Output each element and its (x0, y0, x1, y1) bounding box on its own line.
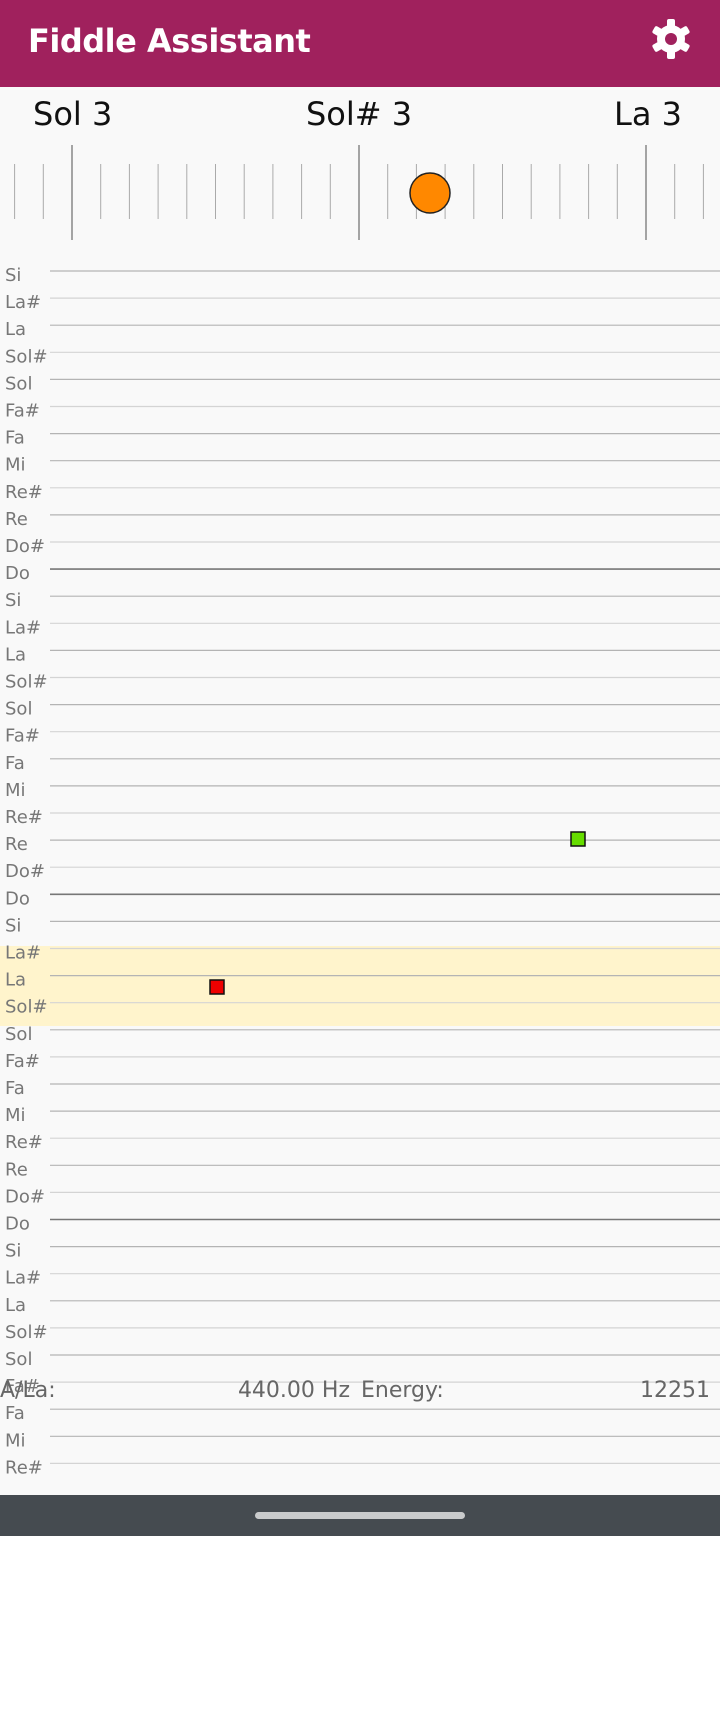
staff-label: La (5, 1295, 26, 1316)
staff-label: Re (5, 509, 28, 530)
note-center: Sol# 3 (305, 95, 413, 133)
pitch-indicator (409, 172, 451, 214)
staff-label: Si (5, 590, 21, 611)
staff-label: La# (5, 1268, 41, 1289)
staff-label: Re (5, 834, 28, 855)
tuner-area: Sol 3 Sol# 3 La 3 Si La# La Sol# Sol Fa# Fa Mi R… (0, 87, 720, 1495)
note-left: Sol 3 (33, 95, 113, 133)
energy-label: Energy: (361, 1378, 444, 1403)
staff-label: Mi (5, 780, 26, 801)
staff-label: La (5, 319, 26, 340)
staff-label: Re (5, 1159, 28, 1180)
note-right: La 3 (614, 95, 682, 133)
staff-label: La (5, 644, 26, 665)
staff-label: Re# (5, 807, 43, 828)
staff-label: Do (5, 563, 30, 584)
staff-label: Fa (5, 1078, 25, 1099)
staff-label: Do (5, 1214, 30, 1235)
home-handle (255, 1512, 465, 1519)
staff-label: Sol (5, 1349, 32, 1370)
highlight-band (0, 946, 720, 1026)
staff-label: Re# (5, 482, 43, 503)
staff-label: Sol# (5, 1322, 48, 1343)
staff-label: Si (5, 265, 21, 286)
staff-label: Do# (5, 861, 45, 882)
staff-label: Fa (5, 428, 25, 449)
staff-label: Si (5, 915, 21, 936)
staff-label: Mi (5, 455, 26, 476)
staff-label: Fa# (5, 1051, 40, 1072)
staff-label: Sol (5, 1024, 32, 1045)
staff-label: Re# (5, 1132, 43, 1153)
staff-label: Sol (5, 699, 32, 720)
staff-label: Fa# (5, 726, 40, 747)
energy-value: 12251 (640, 1378, 710, 1403)
staff-label: Sol# (5, 346, 48, 367)
reference-value: 440.00 Hz (237, 1378, 350, 1403)
staff-label: Fa (5, 753, 25, 774)
staff-label: Sol# (5, 997, 48, 1018)
staff-label: La# (5, 943, 41, 964)
staff-label: Sol# (5, 672, 48, 693)
staff-label: La# (5, 617, 41, 638)
staff-label: Si (5, 1241, 21, 1262)
staff-label: La# (5, 292, 41, 313)
staff-label: Fa (5, 1403, 25, 1424)
navigation-bar (0, 1495, 720, 1536)
app-title: Fiddle Assistant (28, 22, 311, 60)
note-marker-green (570, 831, 586, 847)
reference-label: A/La: (0, 1378, 56, 1403)
staff-label: Re# (5, 1457, 43, 1478)
staff-label: La (5, 970, 26, 991)
staff-label: Do# (5, 1186, 45, 1207)
staff-label: Mi (5, 1105, 26, 1126)
staff-label: Fa# (5, 401, 40, 422)
tuner-graphics: Si La# La Sol# Sol Fa# Fa Mi Re# Re Do# Do Si La# La So… (0, 145, 720, 1478)
staff-label: Do# (5, 536, 45, 557)
settings-button[interactable] (650, 18, 692, 60)
app-bar: Fiddle Assistant (0, 0, 720, 87)
staff-label: Mi (5, 1430, 26, 1451)
staff-label: Sol (5, 373, 32, 394)
staff-label: Do (5, 888, 30, 909)
note-marker-red (209, 979, 225, 995)
staff-label: Fa# (5, 1376, 40, 1397)
